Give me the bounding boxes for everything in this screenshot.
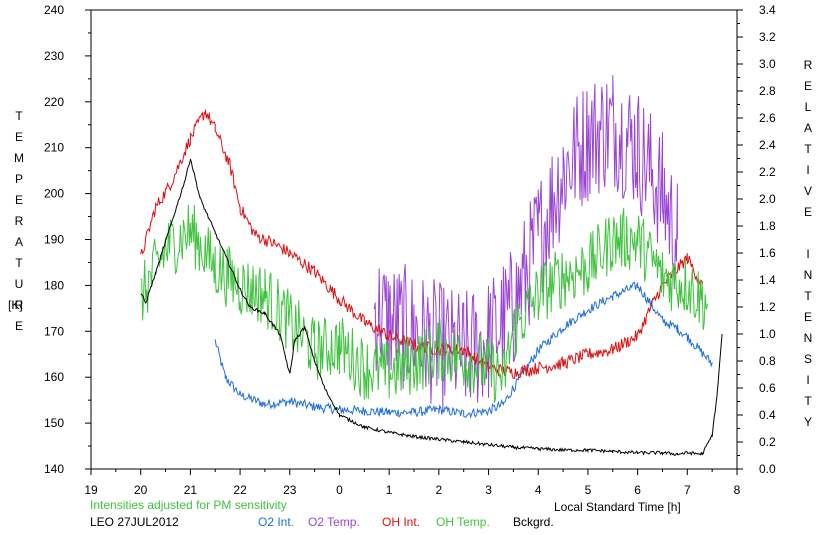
y-left-tick-label: 170 <box>44 324 64 338</box>
series-line-o2-int <box>214 281 713 419</box>
y-axis-right-letter: T <box>804 289 812 303</box>
series-line-oh-temp <box>140 204 708 403</box>
y-axis-right-letter: E <box>803 79 812 93</box>
y-left-tick-label: 240 <box>44 3 64 17</box>
y-axis-right-letter: E <box>803 205 812 219</box>
sensitivity-note: Intensities adjusted for PM sensitivity <box>90 498 287 512</box>
y-axis-left-letter: P <box>14 172 23 186</box>
y-right-tick-label: 3.2 <box>759 30 776 44</box>
x-tick-label: 2 <box>436 483 443 497</box>
y-axis-right-letter: V <box>803 184 812 198</box>
y-right-tick-label: 0.0 <box>759 462 776 476</box>
y-right-tick-label: 3.0 <box>759 57 776 71</box>
legend-oh-temp: OH Temp. <box>436 515 490 529</box>
y-axis-right-letter <box>799 223 817 244</box>
series-line-o2-temp <box>373 75 678 410</box>
y-right-tick-label: 1.6 <box>759 246 776 260</box>
y-axis-left-letter: E <box>14 193 23 207</box>
legend-bckgrd: Bckgrd. <box>513 515 554 529</box>
y-axis-right-letter: I <box>806 163 810 177</box>
x-tick-label: 5 <box>585 483 592 497</box>
y-right-tick-label: 0.8 <box>759 354 776 368</box>
y-axis-right-letter: T <box>804 394 812 408</box>
y-left-tick-label: 160 <box>44 370 64 384</box>
x-tick-label: 0 <box>336 483 343 497</box>
y-axis-right-letter: N <box>803 268 813 282</box>
x-tick-label: 4 <box>535 483 542 497</box>
y-axis-left-letter: U <box>14 277 24 291</box>
y-axis-left-letter: A <box>14 235 23 249</box>
y-right-tick-label: 2.8 <box>759 84 776 98</box>
y-axis-right-letter: E <box>803 310 812 324</box>
y-right-tick-label: 2.2 <box>759 165 776 179</box>
y-left-tick-label: 140 <box>44 462 64 476</box>
y-axis-right-letter: Y <box>803 415 812 429</box>
x-tick-label: 20 <box>134 483 148 497</box>
x-tick-label: 23 <box>283 483 297 497</box>
y-left-tick-label: 200 <box>44 187 64 201</box>
x-tick-label: 21 <box>184 483 198 497</box>
x-tick-label: 1 <box>386 483 393 497</box>
y-axis-right-letter: A <box>803 121 812 135</box>
legend-o2-temp: O2 Temp. <box>308 515 360 529</box>
y-axis-right-letter: I <box>806 247 810 261</box>
y-right-tick-label: 0.6 <box>759 381 776 395</box>
x-tick-label: 6 <box>634 483 641 497</box>
y-right-tick-label: 0.2 <box>759 435 776 449</box>
y-axis-right-letter: L <box>804 100 812 114</box>
y-axis-left-letter: E <box>14 130 23 144</box>
y-right-tick-label: 1.8 <box>759 219 776 233</box>
y-right-tick-label: 3.4 <box>759 3 776 17</box>
y-left-tick-label: 220 <box>44 95 64 109</box>
y-axis-left-unit: [K] <box>8 298 23 312</box>
y-right-tick-label: 2.4 <box>759 138 776 152</box>
x-tick-label: 3 <box>485 483 492 497</box>
y-axis-left-letter: R <box>14 214 24 228</box>
y-left-tick-label: 230 <box>44 49 64 63</box>
station-date: LEO 27JUL2012 <box>90 515 179 529</box>
y-axis-left-letter: R <box>14 298 24 312</box>
x-axis-label: Local Standard Time [h] <box>554 500 681 514</box>
y-right-tick-label: 1.4 <box>759 273 776 287</box>
y-axis-left-letter: E <box>14 319 23 333</box>
x-tick-label: 8 <box>734 483 741 497</box>
series-line-bckgrd <box>140 158 723 457</box>
legend-o2-int: O2 Int. <box>258 515 295 529</box>
y-right-tick-label: 2.0 <box>759 192 776 206</box>
series-layer <box>140 75 723 457</box>
y-axis-left-letter: T <box>15 109 23 123</box>
axes: 19 20 21 22 23 0 1 2 3 4 5 6 7 8140150160170180190200… <box>44 3 776 497</box>
y-axis-left-letter: T <box>15 256 23 270</box>
y-axis-right-letter: S <box>803 352 812 366</box>
y-right-tick-label: 1.0 <box>759 327 776 341</box>
y-axis-right-letter: N <box>803 331 813 345</box>
y-left-tick-label: 210 <box>44 141 64 155</box>
x-tick-label: 7 <box>684 483 691 497</box>
x-tick-label: 19 <box>84 483 98 497</box>
y-right-tick-label: 0.4 <box>759 408 776 422</box>
legend-oh-int: OH Int. <box>382 515 421 529</box>
y-right-tick-label: 1.2 <box>759 300 776 314</box>
y-left-tick-label: 150 <box>44 416 64 430</box>
y-axis-right-letter: T <box>804 142 812 156</box>
y-right-tick-label: 2.6 <box>759 111 776 125</box>
y-axis-right-letter: I <box>806 373 810 387</box>
x-tick-label: 22 <box>233 483 247 497</box>
y-axis-left-letter: M <box>14 151 24 165</box>
y-axis-right-letter: R <box>803 58 813 72</box>
y-left-tick-label: 180 <box>44 278 64 292</box>
y-left-tick-label: 190 <box>44 233 64 247</box>
